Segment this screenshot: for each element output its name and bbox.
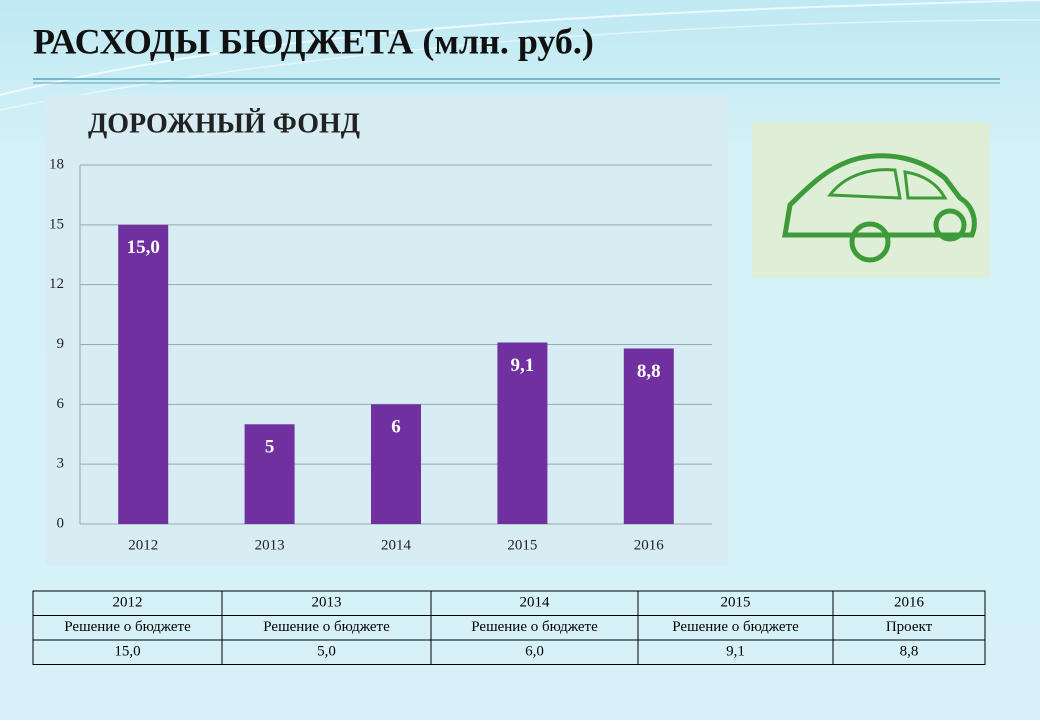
table-cell: Решение о бюджете [471, 619, 598, 635]
bar [244, 424, 295, 524]
y-tick-label: 9 [57, 336, 65, 352]
table-cell: Решение о бюджете [672, 619, 799, 635]
y-tick-label: 15 [49, 216, 64, 232]
table-cell: 2015 [721, 595, 751, 611]
y-tick-label: 12 [49, 276, 64, 292]
decor [0, 19, 1040, 111]
table-cell: Проект [886, 619, 933, 635]
car-windows [827, 168, 948, 200]
bar [118, 224, 169, 525]
data-label: 6 [391, 417, 401, 438]
x-tick-label: 2014 [381, 537, 412, 553]
y-tick-label: 0 [57, 515, 65, 531]
table-cell: 2012 [113, 595, 143, 611]
data-label: 8,8 [637, 361, 661, 382]
table-cell: Решение о бюджете [64, 619, 191, 635]
x-tick-label: 2016 [634, 537, 665, 553]
table-cell: 2013 [312, 595, 342, 611]
data-label: 15,0 [127, 237, 160, 258]
chart-title: ДОРОЖНЫЙ ФОНД [88, 108, 360, 139]
x-tick-label: 2015 [507, 537, 537, 553]
table-cell: 5,0 [317, 644, 336, 660]
table-cell: 9,1 [726, 644, 745, 660]
table-cell: 15,0 [114, 644, 140, 660]
table-cell: 2016 [894, 595, 925, 611]
bar [497, 342, 548, 524]
table-cell: 8,8 [900, 644, 919, 660]
y-tick-label: 18 [49, 156, 64, 172]
table-frame [32, 590, 986, 665]
x-tick-label: 2012 [128, 537, 158, 553]
table-cell: 2014 [520, 595, 551, 611]
slide-title: РАСХОДЫ БЮДЖЕТА (млн. руб.) [33, 21, 594, 61]
car-picture [752, 122, 990, 278]
y-tick-label: 3 [57, 456, 65, 472]
car-wheel [933, 208, 967, 242]
bar [371, 404, 421, 524]
car-body [782, 153, 977, 238]
decor [0, 0, 1040, 96]
bar [623, 348, 674, 524]
table-cell: Решение о бюджете [263, 619, 390, 635]
picture-bg [752, 122, 990, 278]
x-tick-label: 2013 [255, 537, 285, 553]
table-cell: 6,0 [525, 644, 544, 660]
car-wheel [849, 221, 891, 263]
y-tick-label: 6 [57, 396, 65, 412]
data-label: 5 [265, 437, 275, 458]
data-label: 9,1 [511, 355, 535, 376]
